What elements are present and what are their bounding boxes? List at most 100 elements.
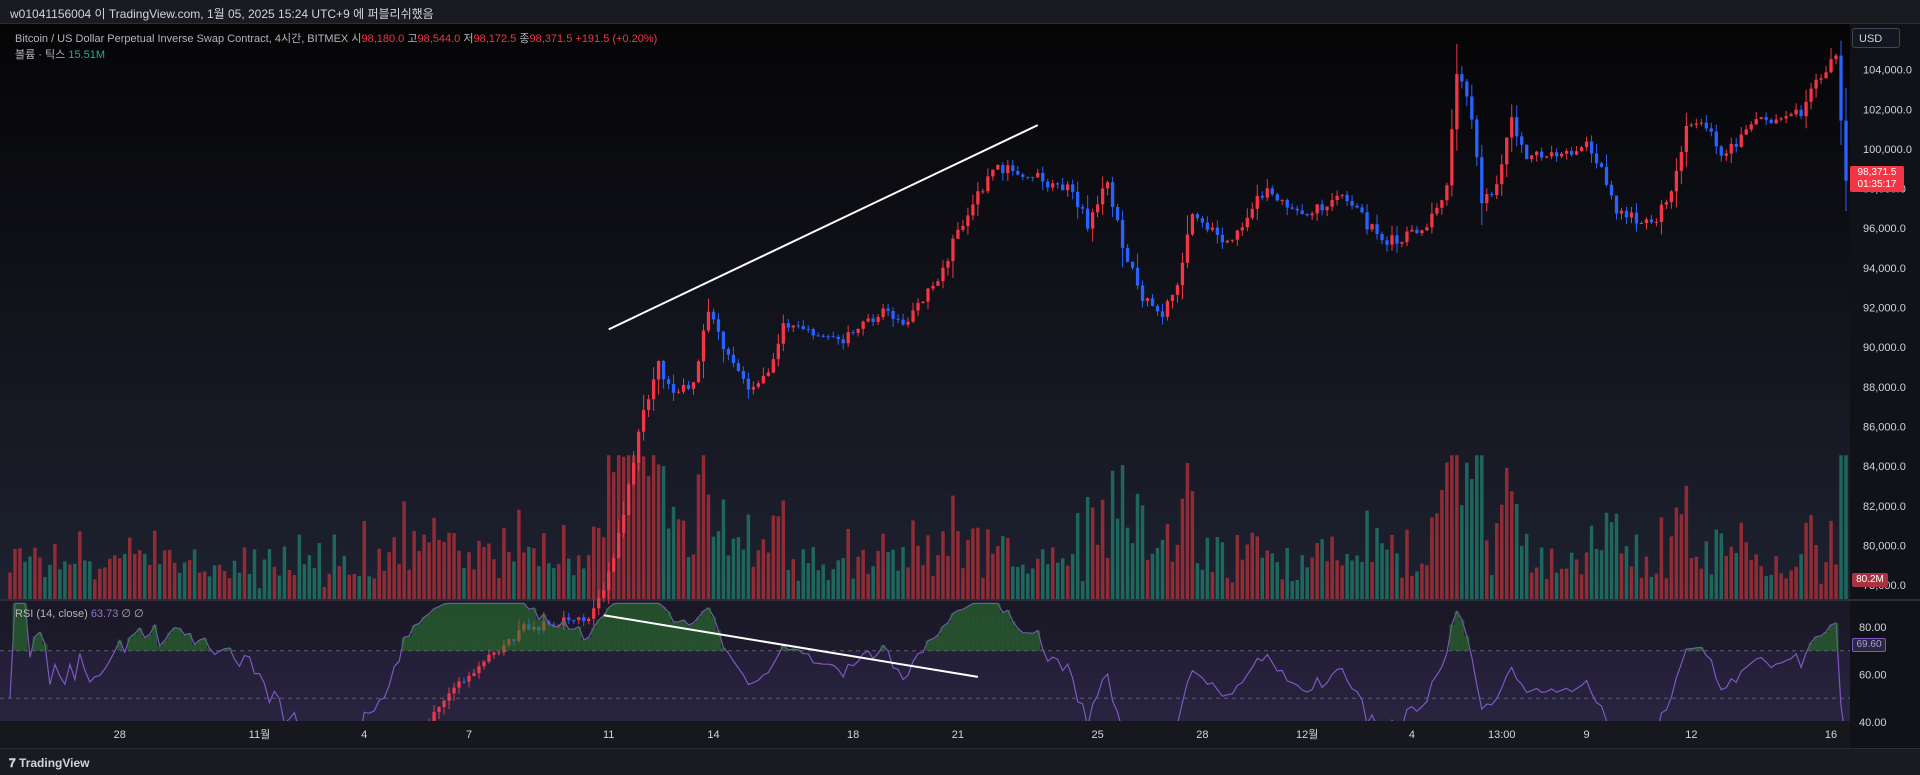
volume-bar [791, 559, 796, 599]
volume-bar [876, 550, 880, 599]
volume-bar [292, 575, 297, 599]
price-axis[interactable] [1850, 24, 1920, 748]
symbol-name[interactable]: Bitcoin / US Dollar Perpetual Inverse Sw… [15, 33, 349, 45]
rsi-overbought [466, 603, 472, 651]
rsi-overbought [1813, 636, 1819, 651]
candle-body [951, 238, 955, 262]
annotations[interactable] [603, 124, 1039, 678]
rsi-overbought [496, 603, 502, 651]
rsi-overbought [42, 643, 48, 651]
volume-bar [113, 555, 117, 599]
volume-bar [946, 555, 950, 599]
time-axis[interactable]: 28 11월 4 7 11 14 18 21 25 28 12월 4 13:00 9 12 16 [0, 721, 1850, 748]
currency-button[interactable]: USD [1852, 28, 1900, 48]
tradingview-logo[interactable]: 𝟕 TradingView [9, 756, 90, 771]
chart-canvas[interactable]: 78,000.080,000.082,000.084,000.086,000.0… [0, 24, 1920, 748]
volume-bar [676, 519, 681, 599]
rsi-overbought [451, 603, 457, 651]
candle-body [1170, 294, 1175, 302]
rsi-overbought [541, 614, 547, 651]
volume-bar [1455, 455, 1459, 599]
rsi-legend[interactable]: RSI (14, close) 63.73 ∅ ∅ [15, 607, 144, 620]
candle-body [761, 375, 766, 384]
rsi-overbought [37, 632, 43, 651]
volume-bar [726, 555, 731, 599]
candle-body [831, 336, 835, 338]
rsi-label[interactable]: RSI (14, close) [15, 608, 88, 620]
candle-body [487, 654, 491, 662]
volume-bar [1395, 553, 1399, 599]
rsi-overbought [421, 617, 427, 651]
volume-bar [1495, 523, 1499, 599]
volume-bar [586, 555, 591, 599]
volume-legend[interactable]: 볼륨 · 틱스 15.51M [15, 46, 105, 62]
volume-bar [1534, 567, 1539, 599]
volume-bar [1679, 514, 1684, 599]
volume-label[interactable]: 볼륨 · 틱스 [15, 49, 66, 61]
rsi-overbought [551, 626, 557, 651]
rsi-overbought [601, 615, 607, 651]
volume-bar [1350, 560, 1354, 599]
volume-bar [8, 572, 12, 599]
candle-body [726, 349, 731, 355]
candle-body [1520, 136, 1524, 145]
volume-bar [103, 567, 107, 599]
volume-bar [686, 557, 691, 599]
volume-bar [1544, 579, 1549, 599]
time-tick-label: 21 [952, 729, 964, 741]
candle-body [1739, 134, 1743, 147]
candle-body [1649, 219, 1654, 223]
volume-bar [142, 553, 147, 599]
volume-bar [886, 551, 890, 599]
candle-body [811, 329, 815, 336]
candle-body [661, 360, 666, 380]
time-tick-label: 4 [361, 729, 367, 741]
candle-body [1654, 221, 1659, 223]
rsi-overbought [152, 624, 158, 651]
volume-bar [317, 543, 322, 599]
candle-body [1599, 163, 1604, 167]
candle-body [587, 618, 591, 622]
volume-bar [1674, 507, 1679, 599]
volume-bar [1290, 581, 1294, 599]
low-value: 98,172.5 [473, 33, 517, 45]
symbol-legend[interactable]: Bitcoin / US Dollar Perpetual Inverse Sw… [15, 30, 657, 46]
price-tick-label: 96,000.0 [1863, 223, 1906, 235]
candle-body [906, 321, 910, 325]
candle-body [1345, 194, 1349, 201]
volume-bar [1839, 455, 1843, 599]
volume-bar [227, 578, 232, 599]
rsi-overbought [506, 603, 512, 651]
candle-body [1100, 188, 1105, 205]
volume-bar [936, 555, 940, 599]
price-pane[interactable] [0, 24, 1850, 599]
rsi-overbought [172, 627, 178, 651]
volume-bar [73, 563, 77, 599]
candle-body [701, 330, 706, 362]
volume-bar [437, 539, 441, 599]
rsi-overbought [626, 603, 632, 651]
rsi-overbought [556, 626, 562, 651]
candle-body [806, 329, 810, 331]
rsi-overbought [137, 628, 143, 651]
brand-name: TradingView [19, 756, 90, 770]
volume-bar [1539, 547, 1544, 599]
candle-body [622, 514, 626, 533]
volume-bar [1629, 566, 1634, 599]
candle-body [1789, 114, 1793, 117]
candle-body [612, 558, 616, 572]
candle-body [1245, 217, 1249, 228]
volume-bar [1719, 533, 1724, 599]
rsi-overbought [960, 609, 966, 651]
candle-body [876, 317, 880, 322]
volume-bar [651, 455, 656, 599]
volume-bar [701, 455, 706, 599]
volume-bar [1065, 565, 1070, 599]
candle-body [706, 311, 711, 331]
volume-bar [1041, 549, 1045, 599]
candle-body [986, 176, 990, 192]
candle-body [1594, 153, 1599, 164]
candle-body [1215, 227, 1220, 235]
volume-bar [1145, 559, 1150, 599]
volume-bar [836, 560, 840, 599]
